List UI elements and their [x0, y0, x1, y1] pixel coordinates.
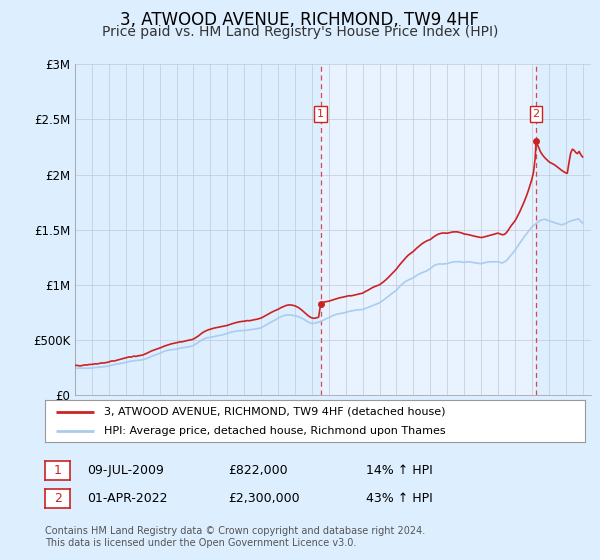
Text: 14% ↑ HPI: 14% ↑ HPI — [366, 464, 433, 477]
Text: HPI: Average price, detached house, Richmond upon Thames: HPI: Average price, detached house, Rich… — [104, 426, 446, 436]
Text: 1: 1 — [317, 109, 324, 119]
Text: 01-APR-2022: 01-APR-2022 — [87, 492, 167, 505]
Text: Contains HM Land Registry data © Crown copyright and database right 2024.
This d: Contains HM Land Registry data © Crown c… — [45, 526, 425, 548]
Text: £822,000: £822,000 — [228, 464, 287, 477]
Text: £2,300,000: £2,300,000 — [228, 492, 299, 505]
Text: 2: 2 — [53, 492, 62, 505]
Text: 43% ↑ HPI: 43% ↑ HPI — [366, 492, 433, 505]
Text: 3, ATWOOD AVENUE, RICHMOND, TW9 4HF (detached house): 3, ATWOOD AVENUE, RICHMOND, TW9 4HF (det… — [104, 407, 446, 417]
Text: 1: 1 — [53, 464, 62, 477]
Text: 2: 2 — [532, 109, 539, 119]
Text: Price paid vs. HM Land Registry's House Price Index (HPI): Price paid vs. HM Land Registry's House … — [102, 25, 498, 39]
Text: 09-JUL-2009: 09-JUL-2009 — [87, 464, 164, 477]
Bar — [320, 64, 536, 395]
Text: 3, ATWOOD AVENUE, RICHMOND, TW9 4HF: 3, ATWOOD AVENUE, RICHMOND, TW9 4HF — [121, 11, 479, 29]
